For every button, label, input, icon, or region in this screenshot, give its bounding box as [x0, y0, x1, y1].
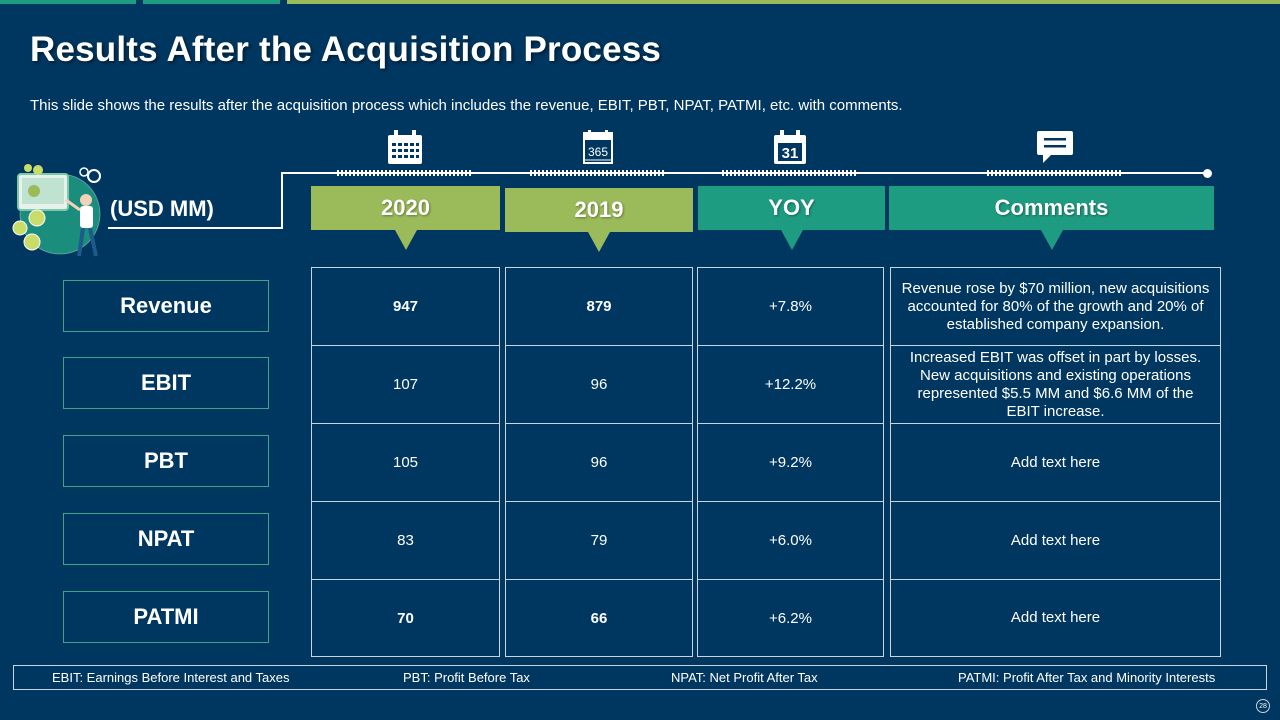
header-2020: 2020 — [311, 186, 500, 250]
cell-2019-npat: 79 — [506, 502, 692, 580]
cell-comment-ebit: Increased EBIT was offset in part by los… — [891, 346, 1220, 424]
cell-2020-pbt: 105 — [312, 424, 499, 502]
header-yoy: YOY — [698, 186, 885, 250]
connector-line-vertical — [281, 173, 283, 229]
row-label-patmi: PATMI — [63, 591, 269, 643]
slide-title: Results After the Acquisition Process — [30, 30, 662, 69]
calendar-grid-icon — [388, 130, 422, 164]
cell-2019-pbt: 96 — [506, 424, 692, 502]
top-accent-bar-1 — [0, 0, 136, 4]
cell-yoy-npat: +6.0% — [698, 502, 883, 580]
slide-subtitle: This slide shows the results after the a… — [30, 97, 903, 114]
hatch-bar-2019 — [530, 170, 666, 176]
column-2020: 947 107 105 83 70 — [311, 267, 500, 657]
comment-bubble-icon — [1037, 131, 1073, 163]
cell-2020-patmi: 70 — [397, 609, 414, 627]
cell-yoy-pbt: +9.2% — [698, 424, 883, 502]
row-label-npat: NPAT — [63, 513, 269, 565]
cell-yoy-ebit: +12.2% — [698, 346, 883, 424]
cell-comment-patmi: Add text here — [1010, 609, 1101, 626]
calendar-31-icon: 31 — [774, 130, 806, 164]
column-comments: Revenue rose by $70 million, new acquisi… — [890, 267, 1221, 657]
finance-illustration-icon — [12, 164, 101, 257]
hatch-bar-yoy — [722, 170, 858, 176]
top-accent-bar-3 — [287, 0, 1280, 4]
footnote-bar: EBIT: Earnings Before Interest and Taxes… — [13, 665, 1267, 690]
footnote-ebit: EBIT: Earnings Before Interest and Taxes — [52, 670, 290, 685]
page-number: 28 — [1256, 699, 1270, 713]
unit-label: (USD MM) — [110, 196, 214, 221]
footnote-patmi: PATMI: Profit After Tax and Minority Int… — [958, 670, 1216, 685]
column-yoy: +7.8% +12.2% +9.2% +6.0% +6.2% — [697, 267, 884, 657]
connector-end-dot — [1203, 169, 1212, 178]
cell-2019-patmi: 66 — [590, 609, 608, 627]
footnote-pbt: PBT: Profit Before Tax — [403, 670, 530, 685]
calendar-365-text: 365 — [588, 145, 608, 159]
hatch-bar-2020 — [337, 170, 473, 176]
cell-yoy-patmi: +6.2% — [769, 609, 812, 627]
cell-comment-npat: Add text here — [891, 502, 1220, 580]
cell-2019-revenue: 879 — [506, 268, 692, 346]
connector-line-lower — [108, 227, 282, 229]
header-comments: Comments — [889, 186, 1214, 250]
footnote-npat: NPAT: Net Profit After Tax — [671, 670, 818, 685]
row-label-revenue: Revenue — [63, 280, 269, 332]
cell-yoy-revenue: +7.8% — [698, 268, 883, 346]
row-label-ebit: EBIT — [63, 357, 269, 409]
cell-2019-ebit: 96 — [506, 346, 692, 424]
column-2019: 879 96 96 79 66 — [505, 267, 693, 657]
cell-2020-npat: 83 — [312, 502, 499, 580]
top-accent-bar-2 — [143, 0, 280, 4]
hatch-bar-comments — [987, 170, 1123, 176]
row-label-pbt: PBT — [63, 435, 269, 487]
cell-2020-revenue: 947 — [312, 268, 499, 346]
header-2019: 2019 — [505, 188, 693, 252]
cell-comment-revenue: Revenue rose by $70 million, new acquisi… — [891, 268, 1220, 346]
calendar-31-text: 31 — [782, 145, 799, 162]
cell-2020-ebit: 107 — [312, 346, 499, 424]
cell-comment-pbt: Add text here — [891, 424, 1220, 502]
calendar-365-icon: 365 — [583, 130, 613, 164]
